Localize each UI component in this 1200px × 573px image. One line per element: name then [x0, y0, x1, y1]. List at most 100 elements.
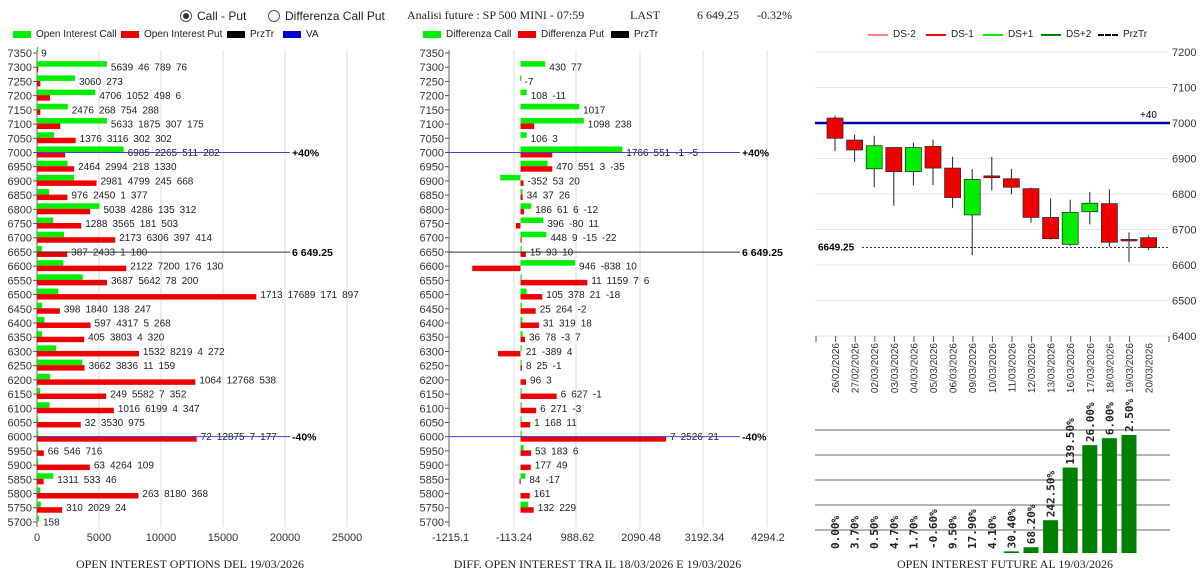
diff-put-extra-label: 21	[708, 432, 720, 443]
oi-strike-label: 6750	[8, 219, 32, 231]
diff-strike-label: 7350	[420, 48, 444, 60]
oi-future-label: 1.70%	[907, 516, 920, 549]
oi-future-label: 2.50%	[1123, 399, 1136, 432]
oi-put-bar	[37, 493, 139, 499]
radio-selected-icon	[180, 10, 192, 22]
diff-put-bar	[520, 393, 557, 400]
legend-label: DS-1	[951, 29, 974, 40]
diff-call-value: 108	[531, 91, 548, 102]
oi-put-bar	[37, 66, 39, 73]
candle-body	[1022, 188, 1040, 218]
diff-call-bar	[520, 416, 522, 422]
oi-strike-label: 5800	[8, 489, 32, 501]
oi-call-extra-label: 1	[120, 247, 126, 258]
legend-va: VA	[283, 29, 319, 40]
diff-strike-label: 6050	[420, 417, 444, 429]
oi-put-extra-label: 46	[105, 475, 117, 486]
date-label: 11/03/2026	[1007, 343, 1018, 393]
date-label: 03/03/2026	[890, 343, 901, 393]
diff-put-value: 183	[551, 446, 568, 457]
oi-strike-label: 5850	[8, 474, 32, 486]
diff-put-extra-label: -1	[553, 361, 562, 372]
oi-put-extra-label: 175	[187, 120, 204, 131]
diff-strike-label: 6500	[420, 290, 444, 302]
oi-put-bar	[37, 464, 90, 471]
diff-call-bar	[520, 359, 522, 366]
oi-call-value: 1311	[57, 475, 79, 486]
diff-strike-label: 5800	[420, 489, 444, 501]
oi-call-value: 5633	[111, 120, 134, 131]
oi-put-bar	[37, 279, 107, 286]
oi-call-value: 387	[71, 247, 88, 258]
oi-call-value: 976	[71, 191, 88, 202]
oi-future-bar	[1082, 445, 1098, 553]
oi-put-value: 546	[64, 446, 81, 457]
oi-call-extra-label: 138	[113, 304, 130, 315]
diff-put-bar	[520, 493, 530, 499]
oi-call-extra-label: 176	[185, 262, 202, 273]
oi-call-bar	[37, 47, 39, 53]
diff-put-bar	[520, 379, 527, 385]
oi-strike-label: 7250	[8, 76, 32, 88]
oi-future-label: -0.60%	[927, 509, 940, 549]
candle-body	[924, 146, 942, 169]
candle-y-tick-label: 7000	[1172, 118, 1196, 130]
oi-future-label: 17.90%	[966, 509, 979, 549]
diff-strike-label: 6650	[420, 247, 444, 259]
candle-y-tick-label: 6900	[1172, 154, 1196, 166]
oi-call-bar	[37, 245, 42, 252]
oi-future-bar	[1062, 467, 1078, 553]
oi-put-extra-label: 6	[176, 91, 182, 102]
oi-future-label: 0.00%	[829, 516, 842, 549]
oi-call-bar	[37, 118, 107, 124]
diff-put-bar	[520, 208, 525, 215]
oi-future-label: 9.50%	[947, 516, 960, 549]
diff-put-bar	[520, 123, 535, 130]
diff-call-extra-label: 11	[588, 219, 599, 230]
oi-strike-label: 6050	[8, 417, 32, 429]
legend-line	[868, 33, 888, 36]
diff-x-tick-label: 4294.2	[751, 532, 785, 544]
candle-body	[1081, 202, 1099, 213]
oi-call-bar	[37, 501, 41, 508]
legend-label: Open Interest Call	[36, 29, 117, 40]
oi-call-value: 5639	[111, 63, 134, 74]
candle-body	[1140, 237, 1157, 248]
legend-diff-put: Differenza Put	[518, 29, 604, 40]
diff-strike-label: 6150	[420, 389, 444, 401]
radio-call-put[interactable]: Call - Put	[180, 9, 246, 23]
legend-line	[983, 33, 1003, 36]
diff-call-value: 36	[529, 333, 541, 344]
oi-put-extra-label: 538	[259, 375, 276, 386]
oi-strike-label: 6100	[8, 403, 32, 415]
oi-call-extra-label: 11	[143, 361, 154, 372]
diff-put-bar	[520, 464, 531, 471]
oi-put-value: 12768	[227, 375, 255, 386]
oi-future-title: OPEN INTEREST FUTURE AL 19/03/2026	[896, 557, 1113, 571]
diff-put-value: 168	[545, 418, 562, 429]
oi-put-extra-label: 352	[170, 390, 187, 401]
oi-future-label: 68.20%	[1025, 504, 1038, 544]
oi-put-extra-label: 377	[131, 191, 148, 202]
oi-call-bar	[37, 402, 50, 408]
oi-call-value: 3687	[111, 276, 134, 287]
diff-put-bar	[520, 450, 532, 456]
date-label: 06/03/2026	[949, 343, 960, 393]
oi-call-value: 2981	[101, 176, 124, 187]
oi-call-value: 2464	[78, 162, 101, 173]
diff-strike-label: 6200	[420, 375, 444, 387]
oi-put-value: 7200	[158, 262, 181, 273]
diff-put-bar	[520, 194, 523, 201]
oi-put-value: 4799	[128, 176, 151, 187]
diff-call-extra-label: -15	[583, 233, 598, 244]
diff-call-value: 6	[561, 390, 567, 401]
oi-put-extra-label: 268	[154, 318, 171, 329]
radio-differenza[interactable]: Differenza Call Put	[268, 9, 385, 23]
oi-put-value: 2265	[155, 148, 178, 159]
diff-put-extra-label: 49	[556, 461, 568, 472]
diff-call-bar	[520, 217, 544, 224]
oi-put-extra-label: 503	[161, 219, 178, 230]
oi-future-bar	[1043, 520, 1059, 553]
oi-call-bar	[37, 302, 42, 309]
oi-strike-label: 5750	[8, 503, 32, 515]
